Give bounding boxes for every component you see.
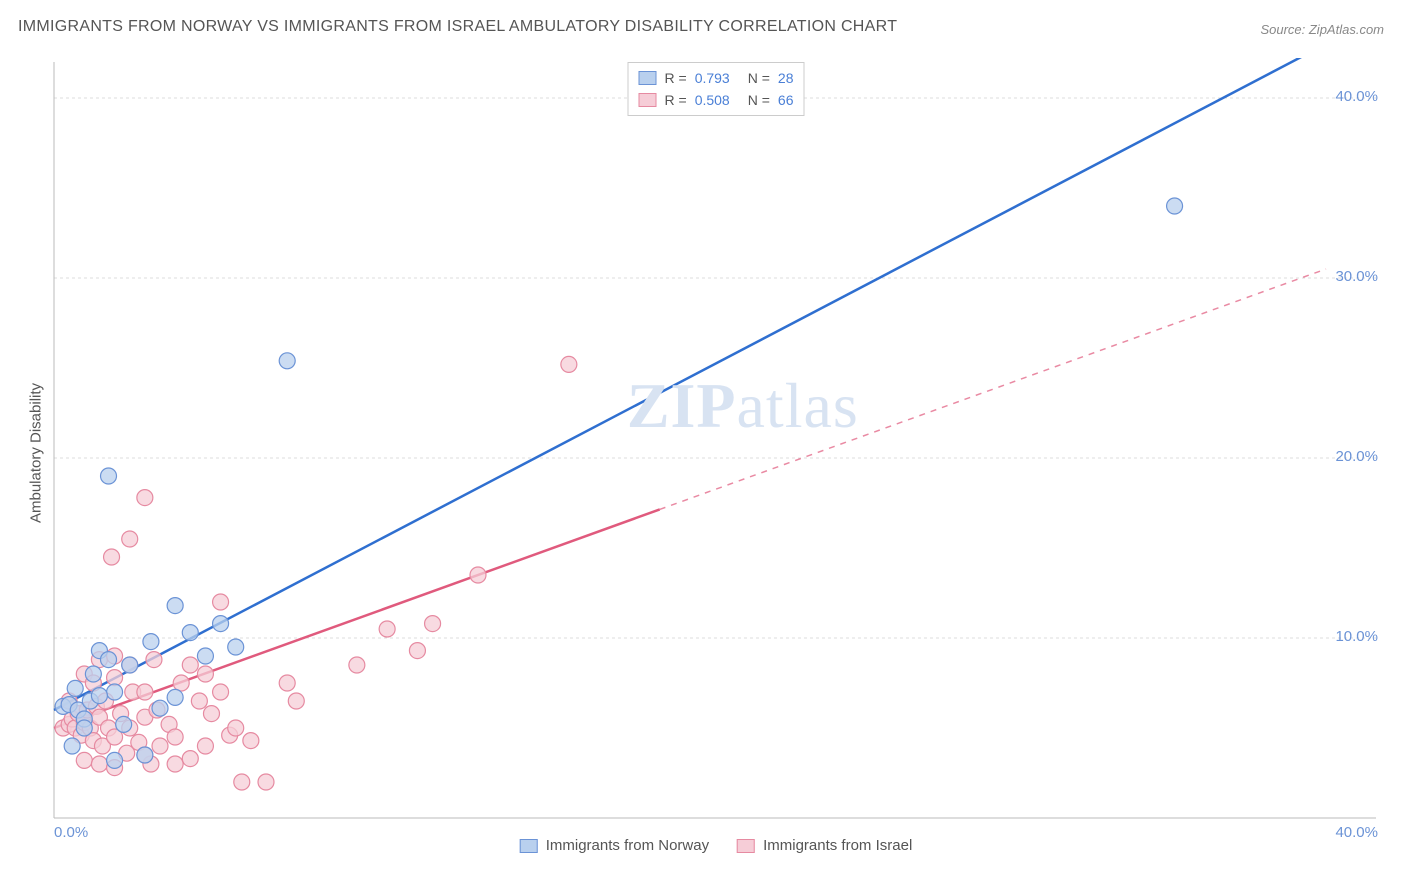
y-tick-label: 20.0%	[1335, 448, 1378, 465]
n-label: N =	[748, 89, 770, 111]
legend-swatch-israel	[737, 839, 755, 853]
stats-row-norway: R = 0.793 N = 28	[639, 67, 794, 89]
scatter-plot	[46, 58, 1386, 848]
y-tick-label: 40.0%	[1335, 88, 1378, 105]
series-legend: Immigrants from Norway Immigrants from I…	[520, 837, 913, 854]
x-tick-label: 40.0%	[1335, 824, 1378, 841]
y-tick-label: 10.0%	[1335, 628, 1378, 645]
chart-area: Ambulatory Disability ZIPatlas R = 0.793…	[46, 58, 1386, 848]
y-tick-label: 30.0%	[1335, 268, 1378, 285]
stats-legend: R = 0.793 N = 28 R = 0.508 N = 66	[628, 62, 805, 116]
swatch-norway	[639, 71, 657, 85]
r-value-norway: 0.793	[695, 67, 730, 89]
n-value-norway: 28	[778, 67, 794, 89]
y-axis-label: Ambulatory Disability	[28, 383, 45, 523]
legend-swatch-norway	[520, 839, 538, 853]
chart-title: IMMIGRANTS FROM NORWAY VS IMMIGRANTS FRO…	[18, 18, 897, 36]
swatch-israel	[639, 93, 657, 107]
legend-label-norway: Immigrants from Norway	[546, 837, 709, 854]
n-value-israel: 66	[778, 89, 794, 111]
x-tick-label: 0.0%	[54, 824, 88, 841]
n-label: N =	[748, 67, 770, 89]
legend-item-norway: Immigrants from Norway	[520, 837, 709, 854]
r-value-israel: 0.508	[695, 89, 730, 111]
r-label: R =	[665, 67, 687, 89]
r-label: R =	[665, 89, 687, 111]
legend-item-israel: Immigrants from Israel	[737, 837, 912, 854]
source-attribution: Source: ZipAtlas.com	[1260, 22, 1384, 37]
legend-label-israel: Immigrants from Israel	[763, 837, 912, 854]
stats-row-israel: R = 0.508 N = 66	[639, 89, 794, 111]
